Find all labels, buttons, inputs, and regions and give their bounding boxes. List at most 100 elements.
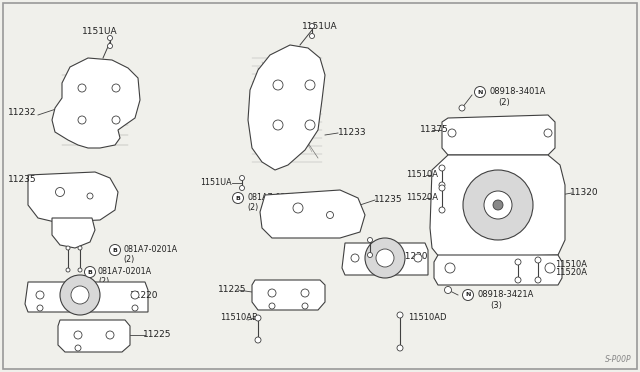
Text: 11225: 11225 [143,330,172,339]
Circle shape [515,259,521,265]
Polygon shape [248,45,325,170]
Circle shape [255,315,261,321]
Text: (2): (2) [247,203,259,212]
Text: 11235: 11235 [8,175,36,184]
Text: 11233: 11233 [338,128,367,137]
Circle shape [131,291,139,299]
Text: 11510A: 11510A [406,170,438,179]
Circle shape [66,268,70,272]
Circle shape [273,120,283,130]
Circle shape [326,212,333,218]
Text: 08918-3421A: 08918-3421A [478,290,534,299]
Polygon shape [430,155,565,258]
Circle shape [37,305,43,311]
Circle shape [232,192,243,203]
Circle shape [268,289,276,297]
Text: 081A7-0201A: 081A7-0201A [247,193,301,202]
Circle shape [132,305,138,311]
Circle shape [302,303,308,309]
Circle shape [448,129,456,137]
Text: 11232: 11232 [8,108,36,117]
Circle shape [439,185,445,191]
Circle shape [351,254,359,262]
Circle shape [78,246,82,250]
Circle shape [439,165,445,171]
Circle shape [269,303,275,309]
Circle shape [78,268,82,272]
Circle shape [239,176,244,180]
Polygon shape [58,320,130,352]
Text: 08918-3401A: 08918-3401A [490,87,547,96]
Circle shape [367,253,372,257]
Circle shape [463,289,474,301]
Circle shape [367,237,372,243]
Circle shape [445,263,455,273]
Polygon shape [52,58,140,148]
Text: 11510AB: 11510AB [220,313,258,322]
Circle shape [365,238,405,278]
Text: N: N [477,90,483,94]
Circle shape [273,80,283,90]
Circle shape [109,244,120,256]
Circle shape [376,249,394,267]
Circle shape [545,263,555,273]
Text: N: N [465,292,470,298]
Circle shape [474,87,486,97]
Circle shape [535,257,541,263]
Circle shape [305,80,315,90]
Polygon shape [25,282,148,312]
Circle shape [305,120,315,130]
Text: 1151UA: 1151UA [302,22,338,31]
Circle shape [493,200,503,210]
Text: 11520A: 11520A [555,268,587,277]
Text: (2): (2) [498,98,509,107]
Polygon shape [28,172,118,222]
Text: B: B [88,269,92,275]
Circle shape [75,345,81,351]
Circle shape [106,331,114,339]
Circle shape [84,266,95,278]
Text: 081A7-0201A: 081A7-0201A [98,267,152,276]
Text: (2): (2) [98,277,109,286]
Circle shape [544,129,552,137]
Circle shape [301,289,309,297]
Circle shape [439,207,445,213]
Circle shape [36,291,44,299]
Circle shape [255,337,261,343]
Circle shape [112,116,120,124]
Circle shape [463,170,533,240]
Circle shape [414,254,422,262]
Polygon shape [260,190,365,238]
Polygon shape [442,115,555,155]
Circle shape [108,35,113,41]
Circle shape [484,191,512,219]
Circle shape [71,286,89,304]
Circle shape [87,193,93,199]
Text: S-P00P: S-P00P [605,355,632,364]
Circle shape [66,246,70,250]
Circle shape [108,44,113,48]
Circle shape [56,187,65,196]
Text: 11220: 11220 [400,252,429,261]
Text: 11235: 11235 [374,195,403,204]
Circle shape [397,312,403,318]
Text: 11510AD: 11510AD [408,313,447,322]
Circle shape [459,105,465,111]
Circle shape [112,84,120,92]
Text: 081A7-0201A: 081A7-0201A [123,245,177,254]
Circle shape [60,275,100,315]
Circle shape [74,331,82,339]
Circle shape [535,277,541,283]
Text: 11375: 11375 [420,125,449,134]
Text: (2): (2) [123,255,134,264]
Circle shape [445,286,451,294]
Text: 11220: 11220 [130,291,159,300]
Text: 11320: 11320 [570,188,598,197]
Text: B: B [113,247,117,253]
Text: 11225: 11225 [218,285,246,294]
Circle shape [397,345,403,351]
Circle shape [78,116,86,124]
Circle shape [293,203,303,213]
Circle shape [439,182,445,188]
Circle shape [239,186,244,190]
